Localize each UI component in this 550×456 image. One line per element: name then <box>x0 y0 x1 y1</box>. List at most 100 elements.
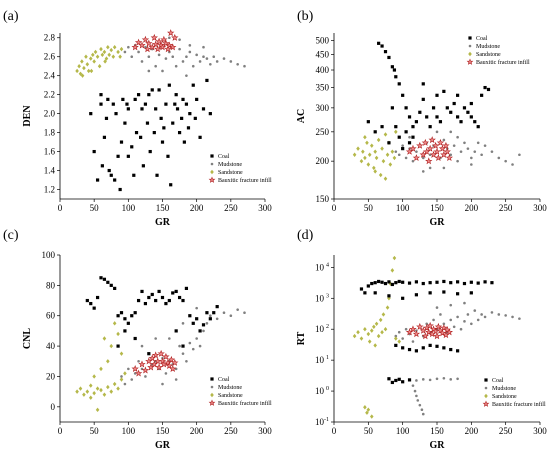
coal-point <box>102 135 107 139</box>
mudstone-point <box>127 45 130 49</box>
y-axis-label: RT <box>296 331 307 345</box>
mudstone-point <box>476 141 480 145</box>
coal-point <box>373 130 377 134</box>
y-tick-label: 2.0 <box>44 109 56 119</box>
sandstone-point <box>390 268 395 273</box>
mudstone-point <box>435 377 439 381</box>
sandstone-point <box>116 331 120 337</box>
y-tick-label: 250 <box>316 127 330 137</box>
coal-point <box>377 41 381 45</box>
sandstone-point <box>366 162 371 167</box>
legend-label: Coal <box>476 36 488 42</box>
coal-point <box>469 291 473 295</box>
coal-point <box>113 178 117 182</box>
coal-point <box>188 112 192 116</box>
mudstone-point <box>181 60 185 63</box>
x-tick-label: 150 <box>156 203 170 213</box>
coal-point <box>99 102 103 106</box>
coal-point <box>174 329 178 333</box>
mudstone-point <box>490 150 494 153</box>
infill-point <box>150 33 158 41</box>
mudstone-point <box>174 64 178 68</box>
sandstone-point <box>388 162 393 167</box>
coal-point <box>198 135 202 139</box>
infill-point <box>416 322 424 330</box>
infill-point <box>158 43 167 51</box>
coal-point <box>418 110 422 114</box>
sandstone-point <box>366 331 371 337</box>
mudstone-point <box>442 322 446 326</box>
coal-point <box>109 173 113 177</box>
mudstone-point <box>181 352 185 355</box>
coal-point <box>116 344 120 348</box>
x-axis-label: GR <box>155 217 171 228</box>
legend-marker <box>484 378 488 382</box>
coal-point <box>182 140 186 144</box>
infill-point <box>445 154 454 162</box>
legend-label: Mudstone <box>476 44 500 50</box>
coal-point <box>201 107 206 111</box>
y-tick-label: 40 <box>46 341 56 351</box>
coal-point <box>113 286 117 290</box>
coal-point <box>173 102 177 106</box>
x-axis-label: GR <box>430 217 446 228</box>
sandstone-point <box>378 317 383 323</box>
coal-point <box>152 131 156 135</box>
sandstone-point <box>123 371 127 376</box>
sandstone-point <box>111 54 116 59</box>
mudstone-point <box>404 327 408 331</box>
coal-point <box>428 125 432 129</box>
coal-point <box>191 83 195 87</box>
infill-point <box>157 349 165 357</box>
mudstone-point <box>222 57 226 60</box>
coal-point <box>390 380 394 385</box>
mudstone-point <box>401 144 404 147</box>
sandstone-point <box>99 366 103 372</box>
y-tick-label: 450 <box>316 50 330 60</box>
x-tick-label: 50 <box>90 203 100 213</box>
coal-point <box>370 281 374 286</box>
coal-point <box>123 317 127 321</box>
coal-point <box>421 97 425 101</box>
coal-point <box>126 107 130 111</box>
coal-point <box>145 121 150 125</box>
coal-point <box>126 321 130 325</box>
y-tick-exponent: -1 <box>324 417 329 423</box>
coal-point <box>150 292 154 297</box>
infill-point <box>155 363 163 371</box>
sandstone-point <box>78 71 83 76</box>
infill-point <box>442 141 450 149</box>
infill-point <box>131 43 139 51</box>
coal-point <box>184 286 189 290</box>
coal-point <box>118 187 122 192</box>
sandstone-point <box>383 327 388 332</box>
sandstone-point <box>116 49 120 55</box>
mudstone-point <box>130 55 134 59</box>
mudstone-point <box>416 399 420 402</box>
sandstone-point <box>376 333 381 339</box>
sandstone-point <box>378 172 383 178</box>
coal-point <box>476 281 480 285</box>
sandstone-point <box>363 327 367 332</box>
coal-point <box>483 280 487 284</box>
coal-point <box>407 347 412 352</box>
mudstone-point <box>174 378 178 381</box>
infill-point <box>421 332 429 340</box>
mudstone-point <box>185 74 188 77</box>
mudstone-point <box>397 330 401 334</box>
legend-marker <box>468 44 472 48</box>
coal-point <box>126 154 130 158</box>
coal-point <box>431 106 436 110</box>
coal-point <box>148 149 152 154</box>
panel-label: (a) <box>3 9 19 24</box>
coal-point <box>401 93 405 97</box>
sandstone-point <box>88 383 93 388</box>
mudstone-point <box>463 301 466 305</box>
sandstone-point <box>380 330 384 335</box>
coal-point <box>421 281 425 286</box>
mudstone-point <box>435 306 439 309</box>
sandstone-point <box>366 407 371 412</box>
mudstone-point <box>164 372 168 375</box>
mudstone-point <box>195 337 198 340</box>
infill-point <box>428 136 436 144</box>
